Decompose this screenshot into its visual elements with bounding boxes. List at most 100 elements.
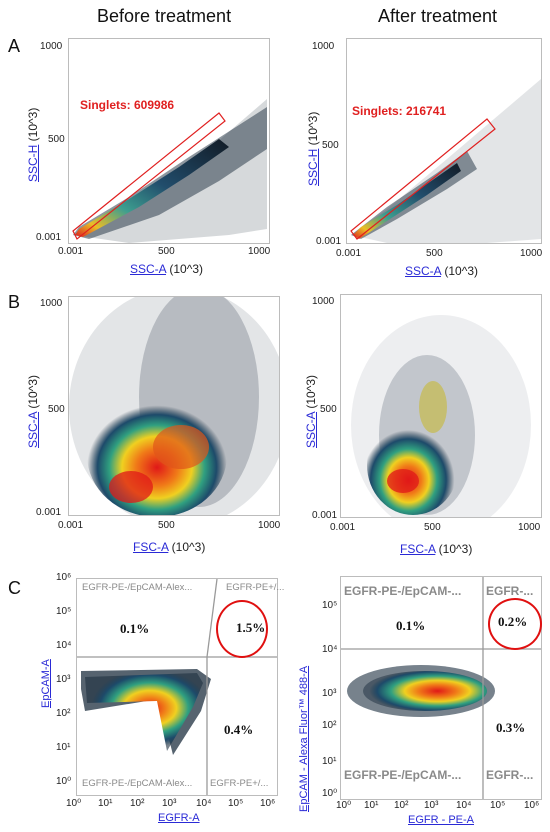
tick-x: 10⁵	[490, 800, 506, 811]
tick-x: 10²	[130, 798, 145, 809]
tick-x: 1000	[518, 522, 541, 533]
tick-y: 1000	[312, 41, 335, 52]
tick-y: 10¹	[56, 742, 71, 753]
x-axis-link[interactable]: SSC-A	[130, 262, 167, 276]
singlets-count: Singlets: 216741	[352, 104, 447, 118]
singlets-gate	[350, 118, 496, 240]
y-axis-link[interactable]: SSC-A	[304, 411, 318, 448]
tick-x: 10¹	[98, 798, 113, 809]
x-axis-label: SSC-A (10^3)	[130, 262, 203, 276]
plot-b-after	[340, 294, 542, 518]
tick-y: 500	[48, 134, 65, 145]
density-cluster	[153, 425, 209, 469]
y-axis-link[interactable]: EpCAM - Alexa Fluor™ 488-A	[298, 665, 310, 812]
scatter-b-before	[69, 297, 279, 515]
y-axis-link[interactable]: SSC-H	[306, 148, 320, 186]
highlight-circle	[488, 598, 542, 650]
tick-y: 10⁰	[322, 788, 338, 799]
column-header-after: After treatment	[378, 6, 498, 26]
tick-y: 1000	[40, 298, 63, 309]
quadrant-line-v	[206, 579, 218, 658]
highlight-circle	[216, 600, 268, 658]
row-letter-a: A	[8, 36, 21, 56]
quadrant-label: EGFR-...	[486, 584, 534, 598]
x-axis-label: EGFR - PE-A	[408, 814, 474, 826]
density-cluster	[419, 381, 447, 433]
quadrant-label: EGFR-PE-/EpCAM-Alex...	[82, 778, 193, 789]
density-cluster	[387, 469, 419, 493]
tick-y: 0.001	[36, 232, 62, 243]
tick-y: 500	[48, 404, 65, 415]
tick-x: 0.001	[330, 522, 356, 533]
x-axis-link[interactable]: EGFR-A	[158, 812, 200, 824]
tick-x: 500	[424, 522, 441, 533]
tick-y: 10⁰	[56, 776, 72, 787]
tick-y: 0.001	[312, 510, 338, 521]
quadrant-label: EGFR-PE-/EpCAM-...	[344, 768, 462, 782]
tick-y: 10⁵	[56, 606, 72, 617]
y-axis-label: SSC-A (10^3)	[26, 375, 40, 448]
quadrant-percent: 0.1%	[396, 618, 426, 633]
quadrant-percent: 0.1%	[120, 621, 150, 636]
tick-x: 10⁶	[260, 798, 276, 809]
y-axis-label: EpCAM-A	[40, 659, 52, 708]
x-axis-label: FSC-A (10^3)	[400, 542, 473, 556]
x-axis-link[interactable]: FSC-A	[400, 542, 436, 556]
tick-x: 0.001	[58, 520, 84, 531]
tick-y: 10⁵	[322, 600, 338, 611]
tick-x: 500	[158, 246, 175, 257]
tick-x: 10³	[424, 800, 439, 811]
tick-x: 500	[426, 248, 443, 259]
quadrant-percent: 0.3%	[496, 720, 526, 735]
singlets-count: Singlets: 609986	[80, 98, 175, 112]
y-axis-link[interactable]: SSC-H	[26, 144, 40, 182]
tick-y: 10²	[56, 708, 71, 719]
y-axis-label: SSC-A (10^3)	[304, 375, 318, 448]
scatter-b-after	[351, 315, 531, 517]
tick-x: 1000	[520, 248, 543, 259]
y-axis-label: SSC-H (10^3)	[26, 107, 40, 182]
tick-y: 10³	[322, 688, 337, 699]
density-cluster	[109, 471, 153, 503]
tick-x: 1000	[258, 520, 281, 531]
y-axis-link[interactable]: EpCAM-A	[40, 659, 52, 708]
quadrant-label: EGFR-PE-/EpCAM-...	[344, 584, 462, 598]
scatter-a-after	[350, 79, 541, 243]
y-axis-link[interactable]: SSC-A	[26, 411, 40, 448]
quadrant-label: EGFR-PE+/...	[226, 582, 285, 593]
x-axis-label: FSC-A (10^3)	[133, 540, 206, 554]
tick-x: 10³	[162, 798, 177, 809]
tick-x: 10⁶	[524, 800, 540, 811]
tick-x: 0.001	[58, 246, 84, 257]
singlets-gate	[72, 112, 226, 240]
tick-x: 10¹	[364, 800, 379, 811]
scatter-c-before	[77, 579, 277, 795]
tick-y: 0.001	[36, 507, 62, 518]
plot-b-before	[68, 296, 280, 516]
tick-x: 10⁰	[66, 798, 82, 809]
quadrant-label: EGFR-PE-/EpCAM-Alex...	[82, 582, 193, 593]
tick-x: 500	[158, 520, 175, 531]
x-axis-link[interactable]: EGFR - PE-A	[408, 814, 475, 826]
tick-y: 10⁶	[56, 572, 72, 583]
density-core	[75, 139, 229, 237]
x-axis-link[interactable]: SSC-A	[405, 264, 442, 278]
tick-y: 10⁴	[56, 640, 72, 651]
row-letter-c: C	[8, 578, 21, 598]
tick-y: 10¹	[322, 756, 337, 767]
quadrant-label: EGFR-...	[486, 768, 534, 782]
column-header-before: Before treatment	[97, 6, 232, 26]
tick-y: 1000	[40, 41, 63, 52]
tick-x: 10⁴	[196, 798, 212, 809]
tick-x: 10⁴	[456, 800, 472, 811]
plot-a-before	[68, 38, 270, 244]
x-axis-link[interactable]: FSC-A	[133, 540, 169, 554]
tick-y: 0.001	[316, 236, 342, 247]
tick-x: 0.001	[336, 248, 362, 259]
tick-y: 500	[320, 404, 337, 415]
scatter-a-before	[72, 99, 267, 243]
tick-y: 500	[322, 140, 339, 151]
tick-y: 10⁴	[322, 644, 338, 655]
density-cluster	[363, 671, 487, 711]
tick-y: 1000	[312, 296, 335, 307]
